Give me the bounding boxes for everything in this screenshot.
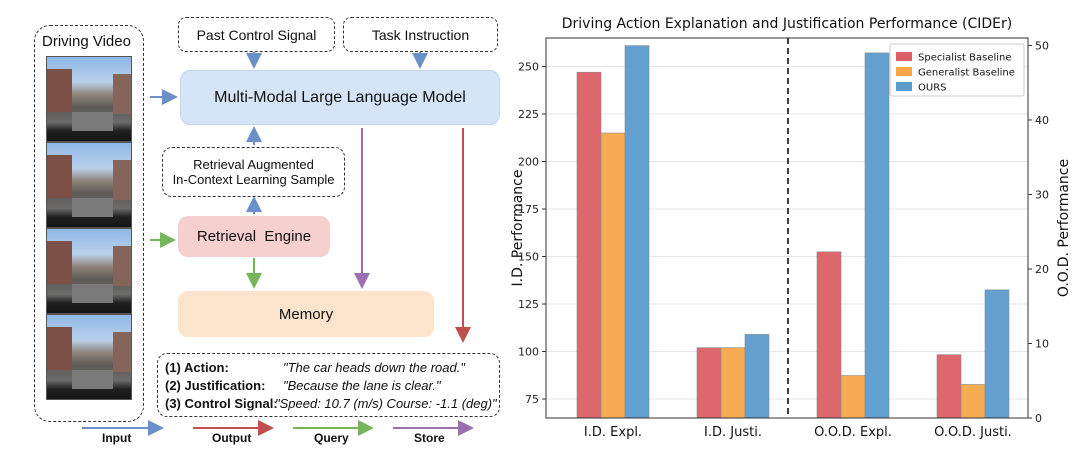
retrieval-engine-label: Retrieval Engine (196, 228, 312, 245)
y-tick-label: 100 (518, 346, 539, 359)
x-tick-label: O.O.D. Expl. (814, 425, 892, 440)
legend-box (889, 43, 1025, 97)
y-tick-label: 200 (518, 156, 539, 169)
output-justification-value: "Because the lane is clear." (283, 378, 441, 393)
y-tick-label: 75 (525, 393, 539, 406)
y2-tick-label: 40 (1035, 114, 1049, 127)
y2-axis-label: O.O.D. Performance (1056, 159, 1072, 297)
y2-tick-label: 30 (1035, 188, 1049, 201)
legend-entry: Generalist Baseline (918, 68, 1015, 79)
x-tick-label: I.D. Justi. (704, 425, 762, 440)
x-tick-label: I.D. Expl. (584, 425, 642, 440)
y-tick-label: 250 (518, 61, 539, 74)
legend-query-label: Query (314, 431, 349, 445)
bar-specialist-baseline-1 (696, 347, 722, 419)
output-action-value: "The car heads down the road." (283, 360, 465, 375)
driving-video-label: Driving Video (42, 33, 131, 50)
legend-store-label: Store (414, 431, 445, 445)
bar-ours-1 (744, 334, 770, 419)
video-frame-3 (46, 228, 132, 314)
bar-generalist-baseline-3 (960, 384, 986, 419)
past-control-signal-box: Past Control Signal (178, 17, 335, 52)
output-row-justification: (2) Justification: "Because the lane is c… (165, 378, 441, 393)
y2-tick-label: 0 (1035, 412, 1042, 425)
output-action-key: (1) Action: (165, 360, 229, 375)
legend-swatch (896, 67, 912, 76)
y-tick-label: 225 (518, 108, 539, 121)
task-instruction-box: Task Instruction (343, 17, 498, 52)
bar-ours-0 (624, 45, 650, 419)
x-tick-label: O.O.D. Justi. (934, 425, 1012, 440)
rag-sample-line1: Retrieval Augmented (193, 157, 314, 172)
rag-sample-box: Retrieval Augmented In-Context Learning … (162, 147, 345, 197)
y-tick-label: 150 (518, 251, 539, 264)
output-control-value: "Speed: 10.7 (m/s) Course: -1.1 (deg)" (275, 396, 497, 411)
output-row-control: (3) Control Signal:"Speed: 10.7 (m/s) Co… (165, 396, 497, 411)
mllm-box: Multi-Modal Large Language Model (180, 70, 500, 125)
y-tick-label: 125 (518, 298, 539, 311)
legend-entry: Specialist Baseline (918, 53, 1012, 64)
video-frame-2 (46, 142, 132, 228)
bar-generalist-baseline-0 (600, 132, 626, 419)
bar-generalist-baseline-2 (840, 375, 866, 419)
legend-swatch (896, 82, 912, 91)
output-control-key: (3) Control Signal: (165, 396, 278, 411)
past-control-signal-label: Past Control Signal (196, 26, 317, 43)
plot-frame (545, 37, 1029, 419)
mllm-label: Multi-Modal Large Language Model (214, 88, 466, 106)
legend-swatch (896, 52, 912, 61)
legend-input-label: Input (102, 431, 132, 445)
diagram-arrows (82, 52, 474, 436)
video-frame-1 (46, 56, 132, 142)
bar-ours-2 (864, 52, 890, 419)
y2-tick-label: 20 (1035, 263, 1049, 276)
retrieval-engine-box: Retrieval Engine (178, 216, 330, 257)
y2-tick-label: 10 (1035, 337, 1049, 350)
y-axis-label: I.D. Performance (510, 170, 526, 287)
bar-specialist-baseline-2 (816, 251, 842, 419)
memory-label: Memory (278, 305, 334, 323)
y-tick-label: 175 (518, 203, 539, 216)
bar-ours-3 (984, 289, 1010, 419)
chart-title: Driving Action Explanation and Justifica… (562, 16, 1013, 32)
output-justification-key: (2) Justification: (165, 378, 266, 393)
legend-output-label: Output (212, 431, 252, 445)
output-box (157, 353, 500, 417)
bar-specialist-baseline-3 (936, 354, 962, 419)
legend-entry: OURS (918, 83, 947, 94)
output-row-action: (1) Action: "The car heads down the road.… (165, 360, 465, 375)
bar-specialist-baseline-0 (576, 71, 602, 419)
rag-sample-line2: In-Context Learning Sample (172, 172, 335, 187)
task-instruction-label: Task Instruction (371, 26, 470, 43)
bar-generalist-baseline-1 (720, 347, 746, 419)
memory-box: Memory (178, 291, 434, 337)
video-frame-4 (46, 314, 132, 400)
y2-tick-label: 50 (1035, 39, 1049, 52)
